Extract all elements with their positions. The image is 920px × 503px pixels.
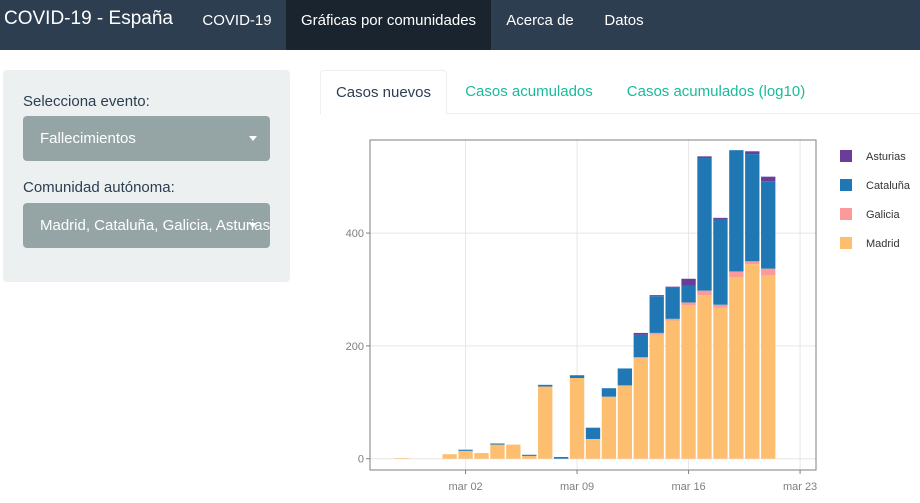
bar-segment <box>633 332 648 335</box>
nav-item-covid19[interactable]: COVID-19 <box>202 12 272 29</box>
bar-segment <box>697 158 712 291</box>
bar-segment <box>442 454 457 459</box>
legend-label: Galicia <box>866 209 901 221</box>
tabs-divider <box>320 113 920 114</box>
bar-segment <box>569 378 585 459</box>
nav-item-graficas[interactable]: Gráficas por comunidades <box>286 0 491 50</box>
bar-segment <box>633 357 648 359</box>
bar-segment <box>649 296 664 333</box>
community-label: Comunidad autónoma: <box>23 179 175 196</box>
sidebar-panel: Selecciona evento: Fallecimientos Comuni… <box>3 70 290 282</box>
bar-segment <box>713 217 728 219</box>
bar-segment <box>633 358 648 459</box>
bar-segment <box>761 275 776 459</box>
bar-segment <box>681 302 696 306</box>
legend-swatch <box>840 150 852 162</box>
event-select-value: Fallecimientos <box>40 130 136 147</box>
caret-down-icon <box>249 136 257 141</box>
legend-swatch <box>840 237 852 249</box>
bar-segment <box>490 443 505 445</box>
bar-segment <box>745 264 760 459</box>
tab-casos-acumulados-log10[interactable]: Casos acumulados (log10) <box>626 83 806 100</box>
bar-segment <box>665 286 680 288</box>
bar-segment <box>745 151 760 155</box>
bar-segment <box>506 444 521 459</box>
bar-segment <box>474 453 489 459</box>
bar-segment <box>745 261 760 265</box>
community-select[interactable]: Madrid, Cataluña, Galicia, Asturias <box>23 203 270 248</box>
y-tick-label: 0 <box>358 454 364 466</box>
bar-segment <box>617 385 633 459</box>
bar-segment <box>713 304 728 308</box>
bar-segment <box>458 450 473 459</box>
bar-segment <box>697 156 712 159</box>
bar-segment <box>665 287 680 319</box>
bar-segment <box>585 427 601 439</box>
x-tick-label: mar 02 <box>448 481 482 493</box>
bar-segment <box>681 285 696 303</box>
legend-swatch <box>840 179 852 191</box>
bar-segment <box>633 334 648 358</box>
nav-item-acerca[interactable]: Acerca de <box>506 12 574 29</box>
plot-border <box>369 139 817 471</box>
navbar-brand[interactable]: COVID-19 - España <box>4 8 173 29</box>
legend-label: Madrid <box>866 238 900 250</box>
bar-segment <box>745 154 760 262</box>
bar-segment <box>458 449 473 451</box>
bar-segment <box>553 457 569 459</box>
bar-segment <box>729 150 744 272</box>
tab-casos-nuevos[interactable]: Casos nuevos <box>320 70 447 115</box>
bar-segment <box>649 295 664 297</box>
bar-segment <box>394 458 410 459</box>
bar-segment <box>761 268 776 276</box>
caret-down-icon <box>249 223 257 228</box>
y-tick-label: 200 <box>346 341 364 353</box>
bar-segment <box>490 444 505 459</box>
x-tick-label: mar 09 <box>560 481 594 493</box>
chart: 0 200 400 mar 02 mar 09 mar 16 mar 23 Asturias C… <box>346 139 911 493</box>
bar-segment <box>681 305 696 459</box>
bar-segment <box>601 396 617 459</box>
bar-segment <box>665 320 680 459</box>
bar-segment <box>585 438 601 459</box>
bar-segment <box>729 277 744 459</box>
bar-segment <box>697 290 712 296</box>
bar-segment <box>538 386 553 459</box>
bar-segment <box>761 176 776 182</box>
bar-segment <box>649 334 664 459</box>
bar-segment <box>522 455 537 459</box>
event-select[interactable]: Fallecimientos <box>23 116 270 161</box>
legend-swatch <box>840 208 852 220</box>
bar-segment <box>713 218 728 305</box>
bar-segment <box>617 368 633 386</box>
bar-segment <box>601 388 617 397</box>
bar-segment <box>729 271 744 278</box>
legend-label: Cataluña <box>866 180 911 192</box>
bar-segment <box>713 307 728 459</box>
bar-segment <box>761 181 776 269</box>
bar-segment <box>522 454 537 456</box>
community-select-value: Madrid, Cataluña, Galicia, Asturias <box>40 217 270 234</box>
nav-item-datos[interactable]: Datos <box>604 12 644 29</box>
event-label: Selecciona evento: <box>23 93 150 110</box>
bar-segment <box>697 295 712 459</box>
navbar: COVID-19 - España COVID-19 Gráficas por … <box>0 0 920 50</box>
tab-casos-acumulados[interactable]: Casos acumulados <box>465 83 593 100</box>
x-tick-label: mar 23 <box>783 481 817 493</box>
bar-segment <box>569 375 585 379</box>
y-tick-label: 400 <box>346 228 364 240</box>
bar-segment <box>538 384 553 387</box>
bar-segment <box>649 332 664 335</box>
x-tick-label: mar 16 <box>671 481 705 493</box>
legend-label: Asturias <box>866 151 906 163</box>
bar-segment <box>665 318 680 321</box>
bar-segment <box>681 278 696 286</box>
